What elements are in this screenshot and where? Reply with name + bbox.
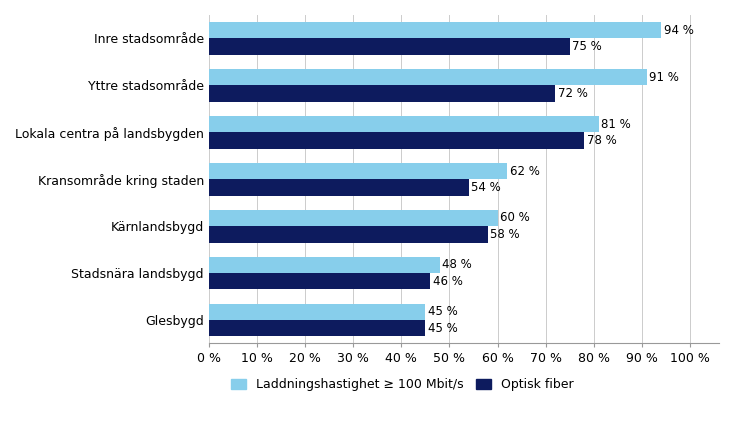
Text: 91 %: 91 % <box>649 71 679 84</box>
Bar <box>208 257 440 273</box>
Text: 48 %: 48 % <box>442 259 472 271</box>
Text: 45 %: 45 % <box>428 322 457 335</box>
Text: 81 %: 81 % <box>601 117 631 130</box>
Bar <box>208 226 488 243</box>
Text: 94 %: 94 % <box>664 24 694 37</box>
Text: 54 %: 54 % <box>471 181 501 194</box>
Bar <box>208 303 426 320</box>
Bar <box>208 210 498 226</box>
Bar <box>208 273 430 289</box>
Text: 60 %: 60 % <box>500 211 530 224</box>
Bar <box>208 85 556 102</box>
Bar <box>208 179 469 196</box>
Bar <box>208 69 647 85</box>
Bar <box>208 320 426 336</box>
Text: 62 %: 62 % <box>509 165 539 178</box>
Bar <box>208 163 507 179</box>
Text: 58 %: 58 % <box>490 228 520 241</box>
Bar <box>208 116 599 132</box>
Legend: Laddningshastighet ≥ 100 Mbit/s, Optisk fiber: Laddningshastighet ≥ 100 Mbit/s, Optisk … <box>226 373 579 396</box>
Bar <box>208 22 661 38</box>
Text: 72 %: 72 % <box>558 87 588 100</box>
Text: 46 %: 46 % <box>432 275 462 288</box>
Bar <box>208 38 570 55</box>
Text: 75 %: 75 % <box>573 40 602 53</box>
Text: 78 %: 78 % <box>586 134 617 147</box>
Bar <box>208 132 584 149</box>
Text: 45 %: 45 % <box>428 305 457 318</box>
